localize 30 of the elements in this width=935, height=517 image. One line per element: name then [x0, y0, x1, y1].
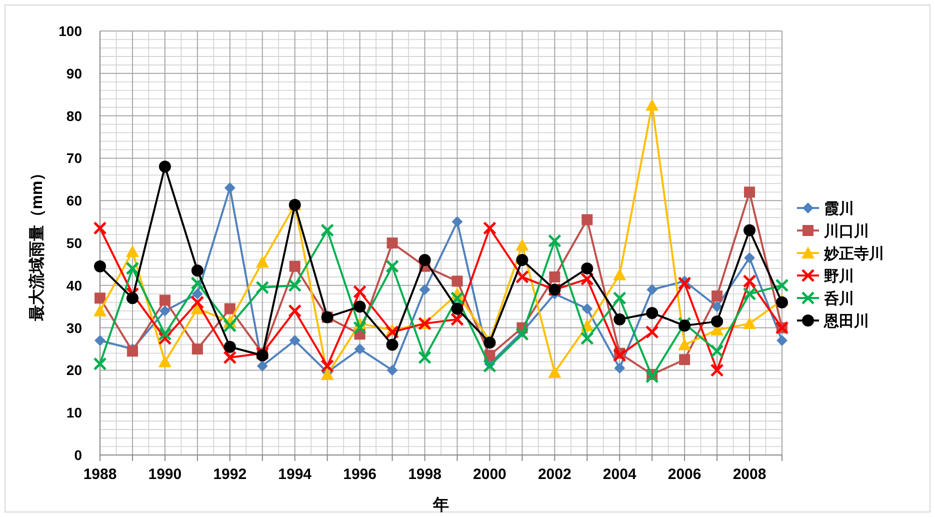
x-tick-label: 2000 [473, 466, 506, 483]
x-tick-label: 2004 [602, 466, 637, 483]
y-tick-label: 0 [74, 447, 82, 463]
y-axis-title: 最大流域雨量（mm） [27, 164, 46, 322]
x-tick-label: 1990 [148, 466, 182, 483]
legend-label: 川口川 [823, 223, 869, 240]
x-tick-label: 1992 [213, 466, 247, 483]
legend-label: 霞川 [824, 200, 854, 218]
x-tick-label: 1988 [83, 466, 117, 483]
y-tick-label: 100 [58, 23, 82, 39]
legend-label: 野川 [824, 268, 854, 285]
y-tick-label: 50 [66, 235, 82, 251]
y-tick-label: 20 [66, 362, 82, 378]
y-tick-label: 30 [66, 320, 82, 336]
y-tick-label: 70 [66, 150, 82, 166]
y-tick-label: 80 [66, 108, 82, 124]
y-tick-label: 60 [66, 192, 82, 209]
legend-label: 恩田川 [823, 313, 869, 330]
y-tick-label: 90 [66, 65, 82, 82]
x-tick-label: 1994 [278, 466, 312, 483]
y-tick-label: 10 [66, 404, 82, 421]
x-tick-label: 1996 [343, 466, 376, 483]
legend-label: 呑川 [824, 290, 854, 308]
x-tick-label: 2008 [732, 466, 766, 483]
x-axis-title: 年 [432, 496, 449, 514]
x-tick-label: 1998 [408, 466, 442, 483]
x-tick-label: 2006 [668, 466, 702, 483]
y-tick-label: 40 [66, 277, 82, 294]
x-tick-label: 2002 [538, 466, 572, 483]
legend-label: 妙正寺川 [823, 246, 884, 262]
